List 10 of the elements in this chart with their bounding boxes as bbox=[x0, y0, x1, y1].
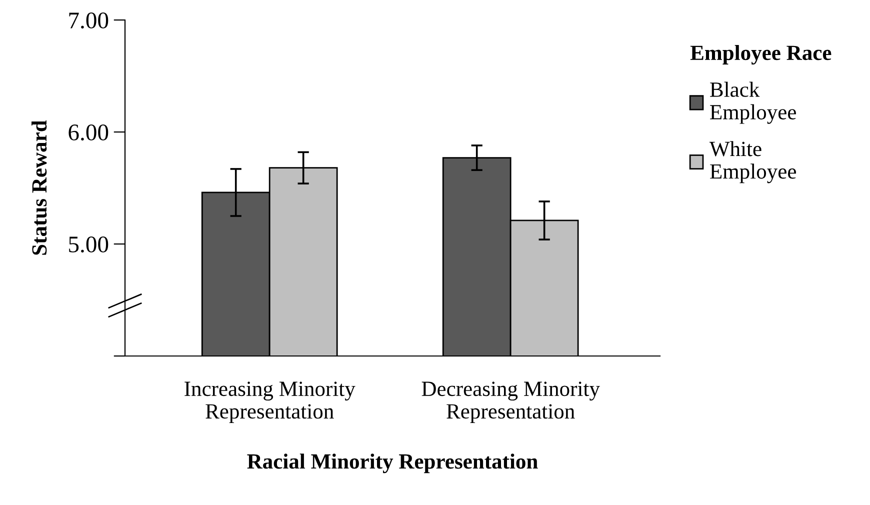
y-tick-label: 7.00 bbox=[69, 12, 108, 29]
x-axis-title: Racial Minority Representation bbox=[247, 454, 538, 474]
legend-label: Black Employee bbox=[710, 82, 796, 124]
x-tick-label: Decreasing Minority Representation bbox=[422, 382, 600, 424]
legend-title: Employee Race bbox=[690, 44, 832, 65]
legend-label: White Employee bbox=[709, 141, 796, 184]
y-tick-label: 6.00 bbox=[68, 124, 108, 141]
x-tick-label: Increasing Minority Representation bbox=[184, 382, 356, 424]
y-axis-title: Status Reward bbox=[32, 120, 47, 255]
y-tick-label: 5.00 bbox=[69, 236, 108, 253]
